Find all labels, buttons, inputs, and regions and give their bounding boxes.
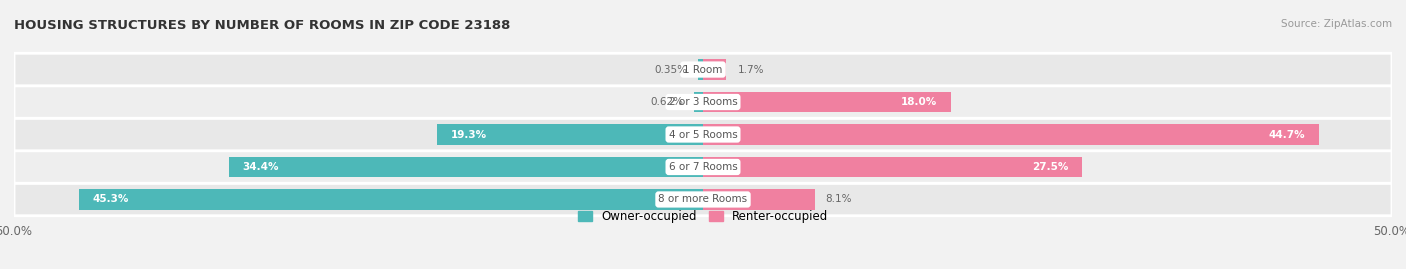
- Text: 6 or 7 Rooms: 6 or 7 Rooms: [669, 162, 737, 172]
- Bar: [703, 59, 727, 80]
- Text: 27.5%: 27.5%: [1032, 162, 1069, 172]
- Text: 4 or 5 Rooms: 4 or 5 Rooms: [669, 129, 737, 140]
- Text: 18.0%: 18.0%: [901, 97, 938, 107]
- Text: 34.4%: 34.4%: [243, 162, 280, 172]
- Bar: [699, 59, 703, 80]
- Text: 8.1%: 8.1%: [825, 194, 852, 204]
- FancyBboxPatch shape: [14, 151, 1392, 183]
- Text: 1 Room: 1 Room: [683, 65, 723, 75]
- Bar: [695, 92, 703, 112]
- Text: 0.35%: 0.35%: [654, 65, 688, 75]
- Bar: [703, 157, 1083, 177]
- Text: 0.62%: 0.62%: [651, 97, 683, 107]
- FancyBboxPatch shape: [14, 53, 1392, 86]
- Legend: Owner-occupied, Renter-occupied: Owner-occupied, Renter-occupied: [578, 210, 828, 223]
- FancyBboxPatch shape: [14, 183, 1392, 216]
- Bar: [703, 189, 814, 210]
- Bar: [79, 189, 703, 210]
- Bar: [229, 157, 703, 177]
- Text: 19.3%: 19.3%: [451, 129, 486, 140]
- Text: HOUSING STRUCTURES BY NUMBER OF ROOMS IN ZIP CODE 23188: HOUSING STRUCTURES BY NUMBER OF ROOMS IN…: [14, 19, 510, 32]
- Bar: [437, 125, 703, 144]
- Bar: [703, 125, 1319, 144]
- Bar: [703, 92, 950, 112]
- FancyBboxPatch shape: [14, 118, 1392, 151]
- Text: 45.3%: 45.3%: [93, 194, 129, 204]
- Text: 1.7%: 1.7%: [738, 65, 763, 75]
- Text: Source: ZipAtlas.com: Source: ZipAtlas.com: [1281, 19, 1392, 29]
- Text: 44.7%: 44.7%: [1268, 129, 1305, 140]
- Text: 8 or more Rooms: 8 or more Rooms: [658, 194, 748, 204]
- FancyBboxPatch shape: [14, 86, 1392, 118]
- Text: 2 or 3 Rooms: 2 or 3 Rooms: [669, 97, 737, 107]
